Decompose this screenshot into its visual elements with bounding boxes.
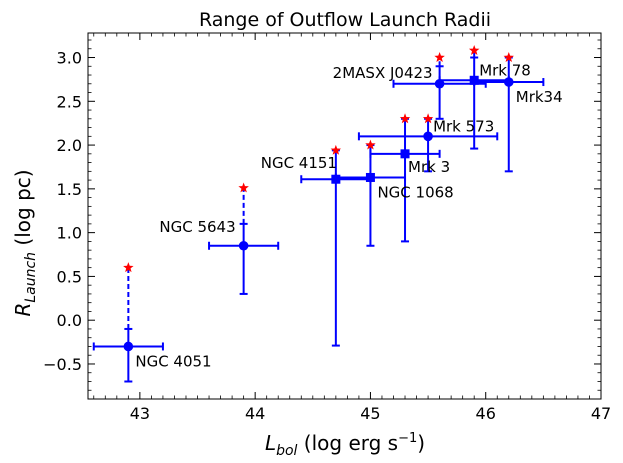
data-series (94, 51, 544, 382)
data-point-circle (423, 132, 433, 142)
y-tick-label: 1.5 (57, 180, 82, 199)
chart: Range of Outflow Launch Radii RLaunch (l… (0, 0, 623, 463)
upper-limit-star (434, 52, 444, 62)
data-point-circle (239, 241, 249, 251)
x-axis-label: Lbol (log erg s−1) (265, 431, 425, 459)
y-tick-label: −0.5 (43, 355, 82, 374)
y-tick-label: 2.0 (57, 136, 82, 155)
object-label: Mrk34 (516, 88, 563, 106)
x-tick-label: 43 (130, 404, 150, 423)
object-label: NGC 5643 (159, 218, 235, 236)
x-tick-label: 44 (245, 404, 265, 423)
x-tick-label: 46 (476, 404, 496, 423)
x-tick-label: 47 (591, 404, 611, 423)
y-tick-label: 3.0 (57, 49, 82, 68)
svg-text:Lbol (log erg s−1): Lbol (log erg s−1) (265, 431, 425, 459)
y-tick-label: 2.5 (57, 92, 82, 111)
y-axis-label: RLaunch (log pc) (11, 169, 39, 316)
data-point-square (366, 173, 375, 182)
object-label: NGC 4151 (261, 154, 337, 172)
object-label: Mrk 573 (433, 117, 494, 135)
object-label: Mrk 78 (479, 61, 531, 79)
data-point-circle (124, 342, 134, 352)
object-labels: NGC 4051 NGC 5643 NGC 4151 NGC 1068 Mrk 3 Mrk… (135, 61, 562, 370)
y-tick-label: 0.0 (57, 311, 82, 330)
object-label: NGC 4051 (135, 352, 211, 370)
x-tick-label: 45 (360, 404, 380, 423)
chart-title: Range of Outflow Launch Radii (199, 9, 491, 31)
object-label: NGC 1068 (377, 183, 453, 201)
y-tick-label: 0.5 (57, 267, 82, 286)
svg-text:RLaunch (log pc): RLaunch (log pc) (11, 169, 39, 316)
object-label: Mrk 3 (408, 158, 450, 176)
object-label: 2MASX J0423 (333, 64, 433, 82)
y-tick-label: 1.0 (57, 224, 82, 243)
